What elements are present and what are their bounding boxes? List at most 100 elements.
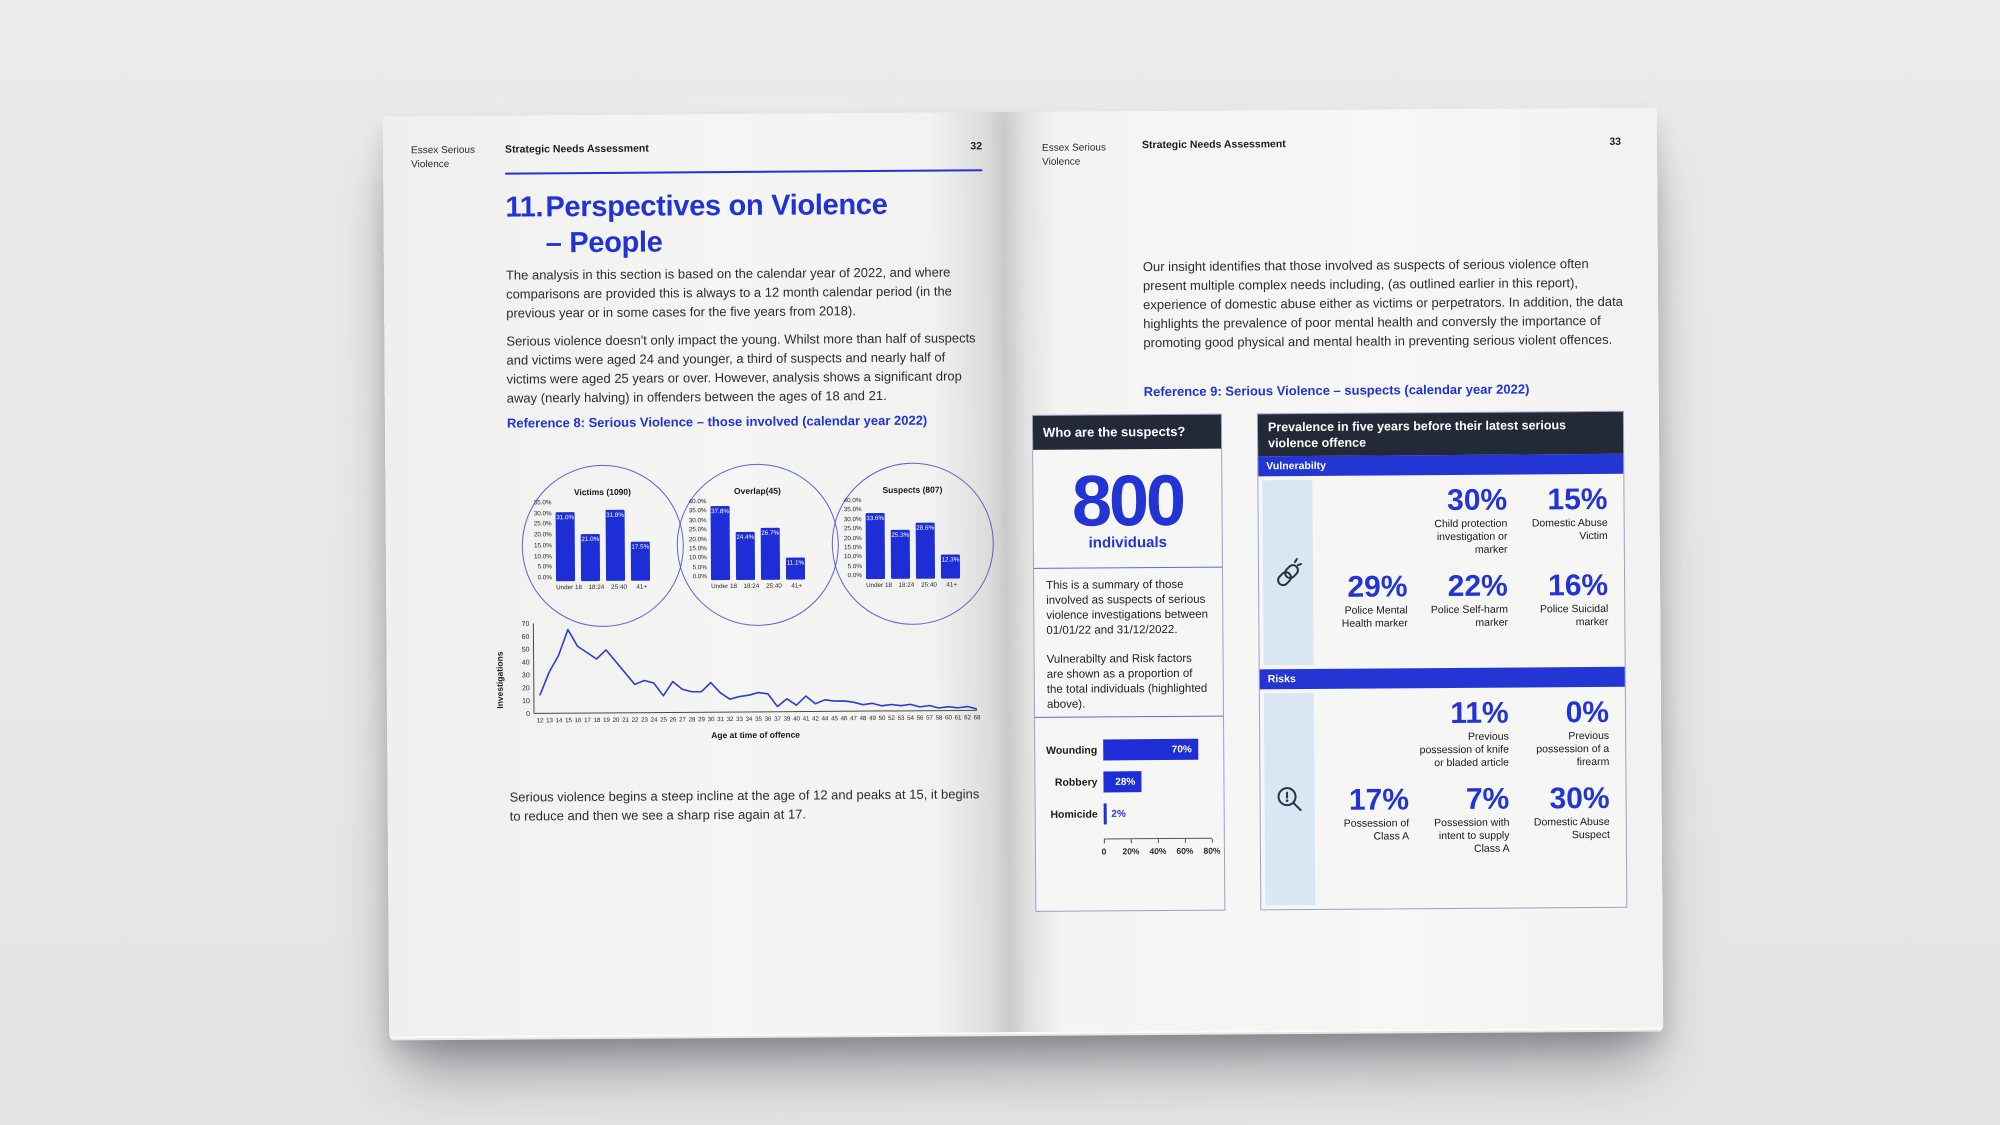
x-tick-label: 25:40: [766, 582, 782, 590]
bar-value-label: 70%: [1171, 743, 1192, 755]
paragraph-1: The analysis in this section is based on…: [505, 264, 952, 321]
bar: 11.1%: [785, 557, 806, 580]
bar-value-label: 12.3%: [941, 556, 960, 564]
summary-paragraph-2: Vulnerabilty and Risk factors are shown …: [1046, 652, 1208, 711]
chart-x-axis: Under 18 18:24 25:40 41+: [866, 581, 960, 589]
risks-band: Risks: [1259, 666, 1625, 690]
prevalence-stat: 30% Domestic Abuse Suspect: [1519, 782, 1610, 856]
section-title: 11. Perspectives on Violence – People: [505, 186, 995, 261]
tick-label: 35: [755, 716, 762, 723]
y-tick-label: 5.0%: [847, 562, 862, 570]
bar: 12.3%: [940, 554, 961, 579]
stat-percent: 30%: [1447, 483, 1508, 518]
risks-stats-grid: 11% Previous possession of knife or blade…: [1318, 687, 1627, 909]
y-tick-label: 15.0%: [688, 545, 707, 553]
stat-caption: Police Mental Health marker: [1341, 604, 1408, 630]
x-tick-label: 18:24: [898, 581, 915, 589]
y-tick-label: 20.0%: [533, 531, 552, 539]
tick-label: 14: [556, 717, 563, 724]
tick-label: 31: [717, 716, 724, 723]
section-title-text: Perspectives on Violence – People: [545, 187, 888, 261]
bar-value-label: 26.7%: [761, 529, 780, 537]
x-tick-label: 25:40: [921, 581, 937, 589]
tick-label: 33: [736, 716, 743, 723]
prevalence-stat: 16% Police Suicidal marker: [1518, 569, 1609, 630]
y-tick-label: 0.0%: [847, 572, 863, 580]
prevalence-stat: 22% Police Self-harm marker: [1417, 570, 1508, 631]
running-header: Strategic Needs Assessment: [1141, 138, 1286, 152]
tick-label: 61: [955, 714, 962, 721]
tick-label: 60: [945, 714, 952, 721]
prevalence-stat: 7% Possession with intent to supply Class…: [1419, 783, 1510, 857]
running-header: Strategic Needs Assessment: [504, 142, 649, 156]
y-tick-label: 20.0%: [843, 534, 862, 542]
bar: 25.3%: [890, 529, 911, 579]
chain-link-icon: [1277, 557, 1302, 586]
y-tick-label: 15.0%: [533, 542, 552, 550]
page-header: Strategic Needs Assessment 32: [505, 140, 982, 155]
brand-line-2: Violence: [1042, 156, 1081, 168]
tick-label: 54: [907, 715, 914, 722]
hbar-category-label: Wounding: [1046, 743, 1098, 757]
bar-value-label: 37.8%: [711, 508, 730, 516]
big-number-section: 800 individuals: [1033, 449, 1222, 568]
tick-label: 45: [831, 715, 838, 722]
y-tick-label: 10.0%: [689, 554, 707, 562]
axis-tick: [1103, 839, 1105, 844]
tick-label: 12: [537, 717, 544, 724]
axis-tick-label: 60%: [1176, 845, 1194, 856]
risks-icon-strip: [1263, 692, 1316, 906]
overlap-bar-chart: Overlap(45) 40.0% 35.0% 30.0% 25.0% 20.0% 15.…: [672, 486, 806, 595]
chart-y-axis: 40.0% 35.0% 30.0% 25.0% 20.0% 15.0% 10.0% 5.0% 0…: [672, 498, 707, 580]
page-header: Strategic Needs Assessment 33: [1142, 136, 1621, 151]
vulnerability-stats-grid: 30% Child protection investigation or mar…: [1316, 474, 1624, 669]
hbar-track: 70%: [1103, 738, 1211, 761]
stat-percent: 0%: [1565, 695, 1610, 730]
tick-label: 30: [522, 672, 530, 679]
bar: 24.4%: [735, 532, 756, 581]
hbar-row: Homicide 2%: [1042, 803, 1216, 825]
y-tick-label: 5.0%: [537, 563, 552, 571]
tick-label: 10: [522, 698, 530, 705]
tick-label: 19: [603, 717, 610, 724]
bar-value-label: 17.5%: [631, 543, 650, 551]
bar-value-label: 28%: [1115, 776, 1136, 788]
bar: 28.6%: [915, 522, 936, 579]
suspects-bar-chart: Suspects (807) 40.0% 35.0% 30.0% 25.0% 20.0%…: [827, 484, 961, 593]
tick-label: 46: [841, 715, 848, 722]
y-axis-label: Investigations: [494, 651, 505, 709]
stat-caption: Possession with intent to supply Class A: [1434, 816, 1510, 855]
stat-caption: Previous possession of knife or bladed a…: [1419, 730, 1510, 770]
x-tick-label: 41+: [946, 581, 958, 589]
suspects-card-title: Who are the suspects?: [1032, 414, 1222, 450]
bar-value-label: 31.8%: [606, 511, 625, 520]
tick-label: 23: [641, 717, 648, 724]
tick-label: 41: [803, 715, 810, 722]
bar: 31.0%: [555, 512, 576, 582]
stat-percent: 29%: [1347, 570, 1408, 604]
tick-label: 16: [575, 717, 582, 724]
y-tick-label: 0.0%: [692, 573, 708, 581]
y-tick-label: 0.0%: [537, 574, 553, 582]
y-tick-label: 30.0%: [533, 509, 552, 518]
bar-value-label: 2%: [1111, 808, 1126, 820]
hbar-row: Wounding 70%: [1041, 738, 1215, 761]
chart-title: Victims (1090): [573, 486, 631, 498]
tick-label: 24: [651, 717, 658, 724]
y-tick-label: 30.0%: [843, 515, 862, 523]
chart-x-axis: Under 18 18:24 25:40 41+: [556, 584, 650, 592]
prevalence-stat: 0% Previous possession of a firearm: [1519, 695, 1610, 770]
tick-label: 42: [812, 715, 819, 722]
tick-label: 44: [822, 715, 829, 722]
summary-paragraph-1: This is a summary of those involved as s…: [1046, 578, 1209, 637]
bar: 37.8%: [710, 506, 731, 581]
tick-label: 26: [670, 716, 677, 723]
y-tick-label: 40.0%: [688, 498, 707, 506]
chart-title: Suspects (807): [882, 484, 943, 495]
x-tick-label: Under 18: [711, 582, 738, 591]
page-32: Essex Serious Violence Strategic Needs A…: [382, 112, 1012, 1037]
tick-label: 56: [917, 715, 924, 722]
hbar-category-label: Homicide: [1050, 807, 1098, 821]
data-line: [539, 628, 978, 710]
axis-tick: [1130, 839, 1132, 844]
